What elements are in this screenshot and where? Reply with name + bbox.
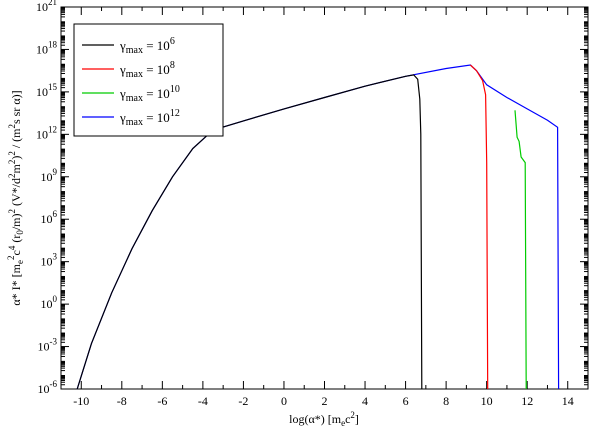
x-tick-label: 14 bbox=[562, 394, 574, 408]
x-tick-label: -4 bbox=[198, 394, 208, 408]
x-tick-label: 10 bbox=[481, 394, 493, 408]
y-tick-label: 109 bbox=[41, 167, 58, 184]
y-tick-label: 100 bbox=[41, 294, 58, 311]
x-tick-label: 6 bbox=[403, 394, 409, 408]
x-tick-label: -2 bbox=[238, 394, 248, 408]
y-tick-label: 1012 bbox=[36, 124, 57, 141]
y-tick-label: 1021 bbox=[36, 0, 57, 14]
x-tick-label: -10 bbox=[73, 394, 89, 408]
x-axis-label: log(α*) [mec2] bbox=[289, 410, 359, 428]
series-line bbox=[469, 64, 489, 390]
y-tick-label: 103 bbox=[41, 252, 58, 269]
x-tick-label: 12 bbox=[521, 394, 533, 408]
x-tick-label: -8 bbox=[117, 394, 127, 408]
series-line bbox=[76, 74, 423, 390]
y-axis-label: α* I* [me2c4 (r0/m)2 (V*/d2m2)2 / (m2s s… bbox=[6, 90, 25, 305]
x-axis-ticks: -10 -8 -6 -4 -2 0 2 4 6 8 10 12 14 bbox=[60, 7, 589, 408]
series-lines bbox=[76, 64, 560, 390]
x-tick-label: 8 bbox=[443, 394, 449, 408]
y-axis-ticks: 10-6 10-3 100 103 106 109 1012 1015 1018 1021 bbox=[36, 0, 588, 396]
y-tick-label: 10-6 bbox=[38, 379, 58, 396]
y-tick-label: 1018 bbox=[36, 39, 58, 56]
y-tick-label: 10-3 bbox=[38, 337, 58, 354]
x-tick-label: 4 bbox=[362, 394, 368, 408]
x-tick-label: 2 bbox=[322, 394, 328, 408]
legend-label: γmax = 1010 bbox=[119, 84, 180, 104]
y-tick-label: 1015 bbox=[36, 82, 58, 99]
x-tick-label: -6 bbox=[157, 394, 167, 408]
series-line bbox=[514, 110, 527, 390]
x-tick-label: 0 bbox=[281, 394, 287, 408]
y-tick-label: 106 bbox=[41, 209, 58, 226]
